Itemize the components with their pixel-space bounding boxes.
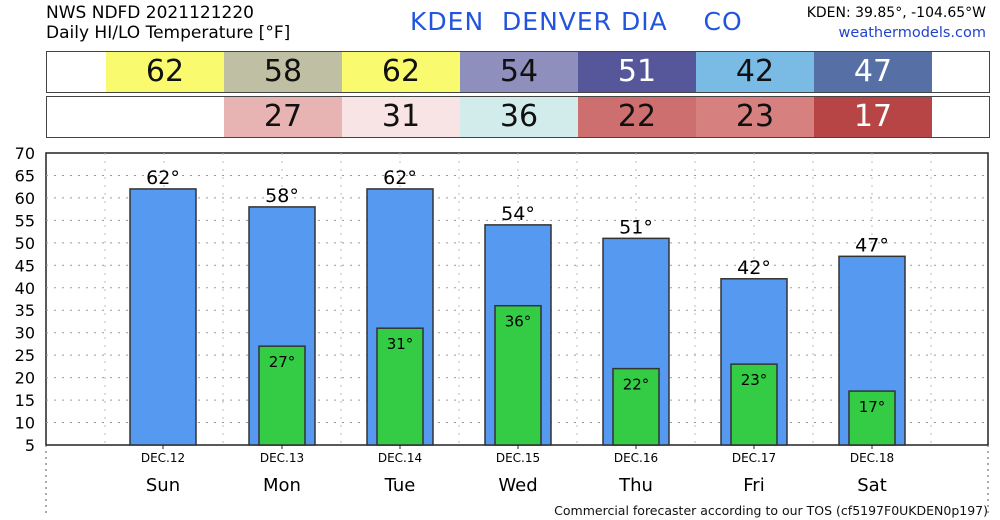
date-label: DEC.16	[614, 451, 658, 465]
lo-bar-wed	[494, 304, 542, 446]
lo-cell-sat: 17	[814, 97, 932, 137]
y-tick-label-50: 50	[15, 234, 35, 253]
footer-note: Commercial forecaster according to our T…	[554, 503, 988, 518]
hi-value-label: 62°	[383, 167, 417, 189]
y-tick-label-10: 10	[15, 414, 35, 433]
lo-cell-mon: 27	[224, 97, 342, 137]
hi-value-label: 42°	[737, 257, 771, 279]
station-title: KDEN DENVER DIA CO	[410, 7, 743, 36]
header-right: KDEN: 39.85°, -104.65°W weathermodels.co…	[807, 3, 986, 43]
y-tick-label-60: 60	[15, 189, 35, 208]
hi-cell-wed: 54	[460, 52, 578, 92]
lo-value-label: 36°	[505, 313, 532, 331]
lo-cell-sun	[106, 97, 224, 137]
day-label: Sat	[857, 475, 887, 496]
y-tick-label-35: 35	[15, 301, 35, 320]
hi-value-label: 62°	[146, 167, 180, 189]
day-label: Thu	[618, 475, 653, 496]
product-label: Daily HI/LO Temperature [°F]	[46, 23, 291, 43]
lo-value-label: 27°	[269, 353, 296, 371]
hi-bar-sun	[129, 188, 197, 446]
y-tick-label-20: 20	[15, 369, 35, 388]
lo-value-label: 31°	[387, 335, 414, 353]
hi-cell-tue: 62	[342, 52, 460, 92]
lo-bar-mon	[258, 345, 306, 446]
day-label: Tue	[384, 475, 416, 496]
hi-value-label: 54°	[501, 203, 535, 225]
y-tick-label-70: 70	[15, 144, 35, 163]
model-run-label: NWS NDFD 2021121220	[46, 3, 254, 23]
day-label: Fri	[743, 475, 764, 496]
header-info: NWS NDFD 2021121220 Daily HI/LO Temperat…	[46, 3, 290, 43]
lo-temperature-strip: 27 31 36 22 23 17	[46, 96, 990, 138]
y-tick-label-65: 65	[15, 166, 35, 185]
date-label: DEC.12	[141, 451, 185, 465]
hi-temperature-strip: 62 58 62 54 51 42 47	[46, 51, 990, 93]
hi-cell-sat: 47	[814, 52, 932, 92]
y-tick-label-5: 5	[25, 436, 35, 455]
hi-cell-thu: 51	[578, 52, 696, 92]
lo-bar-fri	[730, 363, 778, 446]
lo-value-label: 22°	[623, 376, 650, 394]
y-tick-label-30: 30	[15, 324, 35, 343]
hi-value-label: 47°	[855, 234, 889, 256]
day-label: Sun	[146, 475, 180, 496]
date-label: DEC.13	[260, 451, 304, 465]
y-tick-label-45: 45	[15, 256, 35, 275]
hi-value-label: 58°	[265, 185, 299, 207]
day-label: Mon	[263, 475, 301, 496]
lo-cell-fri: 23	[696, 97, 814, 137]
lo-cell-wed: 36	[460, 97, 578, 137]
hi-value-label: 51°	[619, 216, 653, 238]
y-tick-label-25: 25	[15, 346, 35, 365]
lo-value-label: 23°	[741, 371, 768, 389]
site-link[interactable]: weathermodels.com	[838, 25, 986, 41]
date-label: DEC.15	[496, 451, 540, 465]
hi-cell-sun: 62	[106, 52, 224, 92]
hi-cell-fri: 42	[696, 52, 814, 92]
date-label: DEC.14	[378, 451, 422, 465]
y-tick-label-55: 55	[15, 211, 35, 230]
y-tick-label-15: 15	[15, 391, 35, 410]
hi-cell-mon: 58	[224, 52, 342, 92]
day-label: Wed	[498, 475, 537, 496]
y-tick-label-40: 40	[15, 279, 35, 298]
date-label: DEC.18	[850, 451, 894, 465]
date-label: DEC.17	[732, 451, 776, 465]
station-coords: KDEN: 39.85°, -104.65°W	[806, 5, 986, 21]
lo-cell-tue: 31	[342, 97, 460, 137]
lo-value-label: 17°	[859, 398, 886, 416]
lo-cell-thu: 22	[578, 97, 696, 137]
